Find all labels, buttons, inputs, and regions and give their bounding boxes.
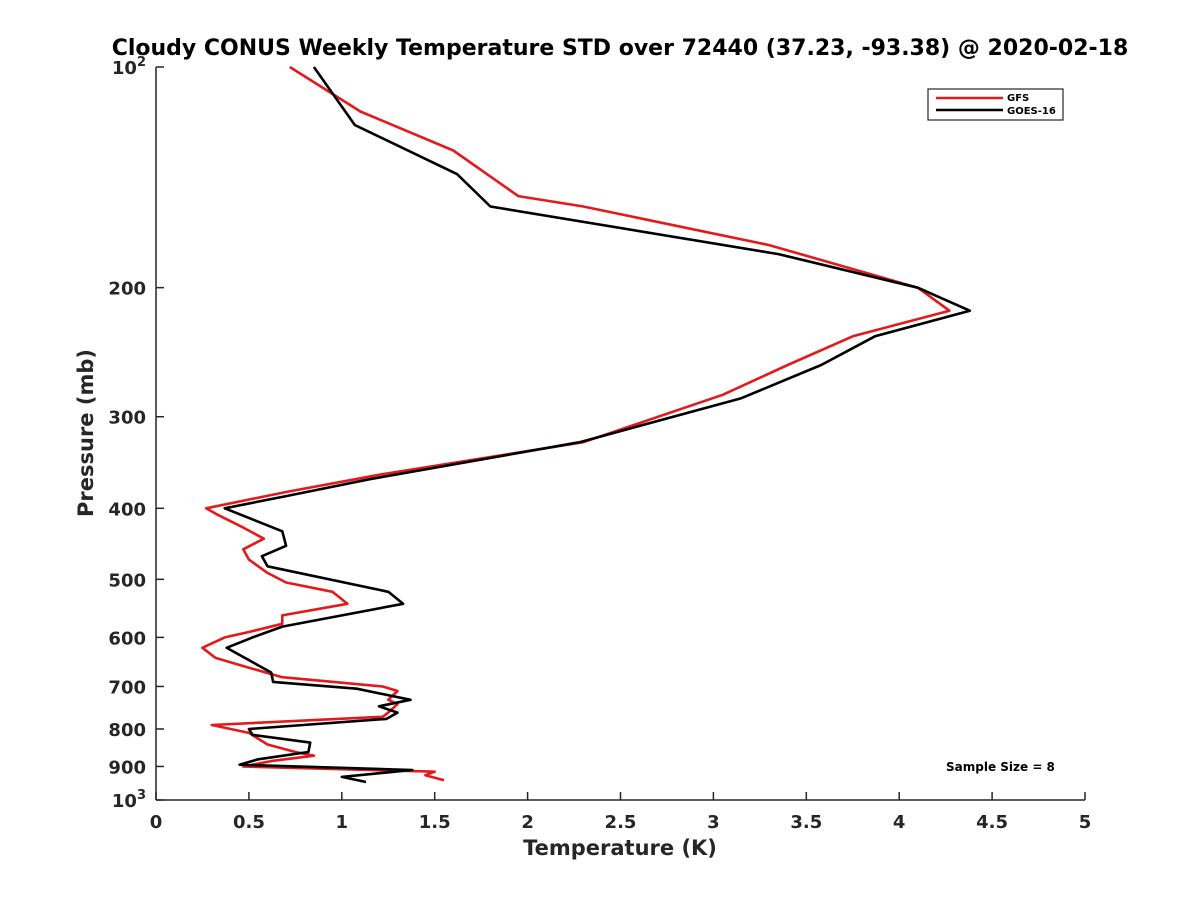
x-tick-label: 4.5 <box>976 812 1008 833</box>
y-tick-label: 200 <box>108 279 146 300</box>
x-tick-label: 2 <box>521 812 534 833</box>
y-tick-label: 300 <box>108 408 146 429</box>
legend-label-gfs: GFS <box>1007 93 1029 104</box>
series-line-gfs <box>201 65 951 782</box>
x-tick-label: 0.5 <box>233 812 265 833</box>
x-tick-label: 3.5 <box>790 812 822 833</box>
x-tick-label: 1 <box>336 812 349 833</box>
series-line-goes-16 <box>223 66 972 784</box>
y-tick-label: 400 <box>108 499 146 520</box>
y-tick-label: 700 <box>108 677 146 698</box>
x-axis-label: Temperature (K) <box>523 836 717 860</box>
y-tick-label: 103 <box>112 788 146 812</box>
x-tick-label: 5 <box>1079 812 1092 833</box>
y-axis-ticks: 102 200 300 400 500 600 700 800 900 103 <box>108 55 164 812</box>
y-tick-label: 500 <box>108 570 146 591</box>
y-tick-label: 600 <box>108 628 146 649</box>
x-axis-ticks: 0 0.5 1 1.5 2 2.5 3 3.5 4 4.5 5 <box>150 792 1092 833</box>
legend-box <box>927 88 1064 121</box>
x-tick-label: 4 <box>893 812 906 833</box>
y-axis-label: Pressure (mb) <box>74 349 98 517</box>
x-tick-label: 3 <box>707 812 720 833</box>
y-tick-label: 102 <box>112 55 146 79</box>
y-tick-label: 900 <box>108 757 146 778</box>
x-tick-label: 1.5 <box>419 812 451 833</box>
x-tick-label: 0 <box>150 812 163 833</box>
legend: GFS GOES-16 <box>927 88 1064 121</box>
x-tick-label: 2.5 <box>605 812 637 833</box>
chart-title: Cloudy CONUS Weekly Temperature STD over… <box>112 36 1129 61</box>
y-tick-label: 800 <box>108 720 146 741</box>
series-lines <box>201 65 972 784</box>
sample-size-annotation: Sample Size = 8 <box>946 760 1055 774</box>
legend-label-goes-16: GOES-16 <box>1007 106 1056 117</box>
